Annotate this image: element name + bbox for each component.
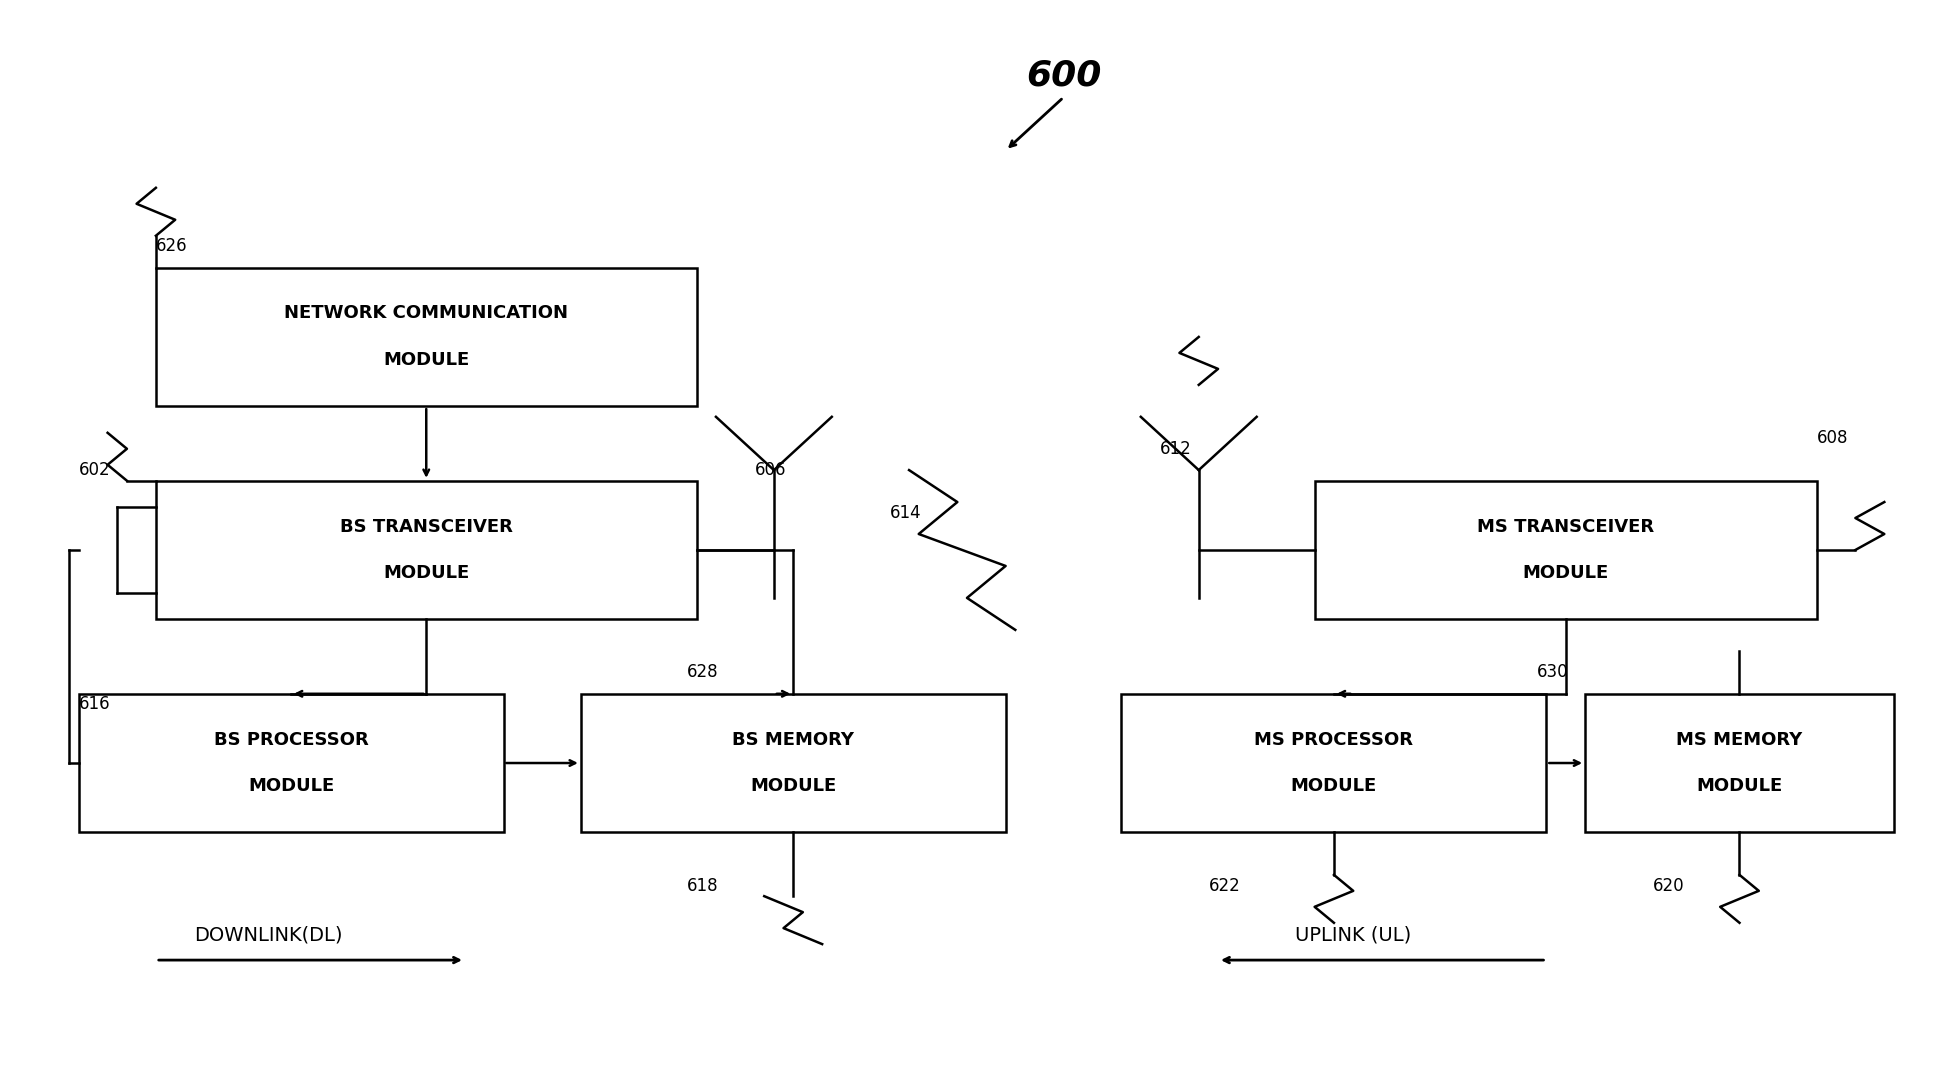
Text: MODULE: MODULE — [750, 778, 835, 796]
FancyBboxPatch shape — [157, 268, 696, 406]
Text: 614: 614 — [890, 504, 921, 521]
Text: MS TRANSCEIVER: MS TRANSCEIVER — [1478, 518, 1654, 535]
Text: 606: 606 — [754, 461, 785, 480]
Text: UPLINK (UL): UPLINK (UL) — [1296, 925, 1412, 944]
Text: 602: 602 — [79, 461, 110, 480]
Text: 626: 626 — [157, 237, 188, 255]
Text: MODULE: MODULE — [383, 564, 470, 582]
Text: BS PROCESSOR: BS PROCESSOR — [213, 731, 369, 749]
FancyBboxPatch shape — [1122, 694, 1547, 832]
Text: 630: 630 — [1538, 663, 1568, 681]
Text: 628: 628 — [687, 663, 719, 681]
Text: MODULE: MODULE — [1290, 778, 1377, 796]
FancyBboxPatch shape — [580, 694, 1006, 832]
Text: BS TRANSCEIVER: BS TRANSCEIVER — [340, 518, 513, 535]
Text: DOWNLINK(DL): DOWNLINK(DL) — [195, 925, 342, 944]
Text: 608: 608 — [1816, 429, 1849, 447]
Text: MODULE: MODULE — [383, 351, 470, 370]
FancyBboxPatch shape — [1586, 694, 1893, 832]
Text: 612: 612 — [1160, 440, 1191, 458]
Text: 600: 600 — [1025, 59, 1100, 93]
Text: 620: 620 — [1652, 877, 1685, 895]
Text: 622: 622 — [1209, 877, 1240, 895]
Text: MS PROCESSOR: MS PROCESSOR — [1255, 731, 1414, 749]
Text: MS MEMORY: MS MEMORY — [1677, 731, 1802, 749]
FancyBboxPatch shape — [157, 481, 696, 619]
Text: 616: 616 — [79, 695, 110, 713]
FancyBboxPatch shape — [79, 694, 503, 832]
FancyBboxPatch shape — [1315, 481, 1816, 619]
Text: MODULE: MODULE — [1696, 778, 1783, 796]
Text: NETWORK COMMUNICATION: NETWORK COMMUNICATION — [284, 304, 569, 323]
Text: MODULE: MODULE — [1522, 564, 1609, 582]
Text: 618: 618 — [687, 877, 719, 895]
Text: BS MEMORY: BS MEMORY — [733, 731, 855, 749]
Text: MODULE: MODULE — [248, 778, 335, 796]
